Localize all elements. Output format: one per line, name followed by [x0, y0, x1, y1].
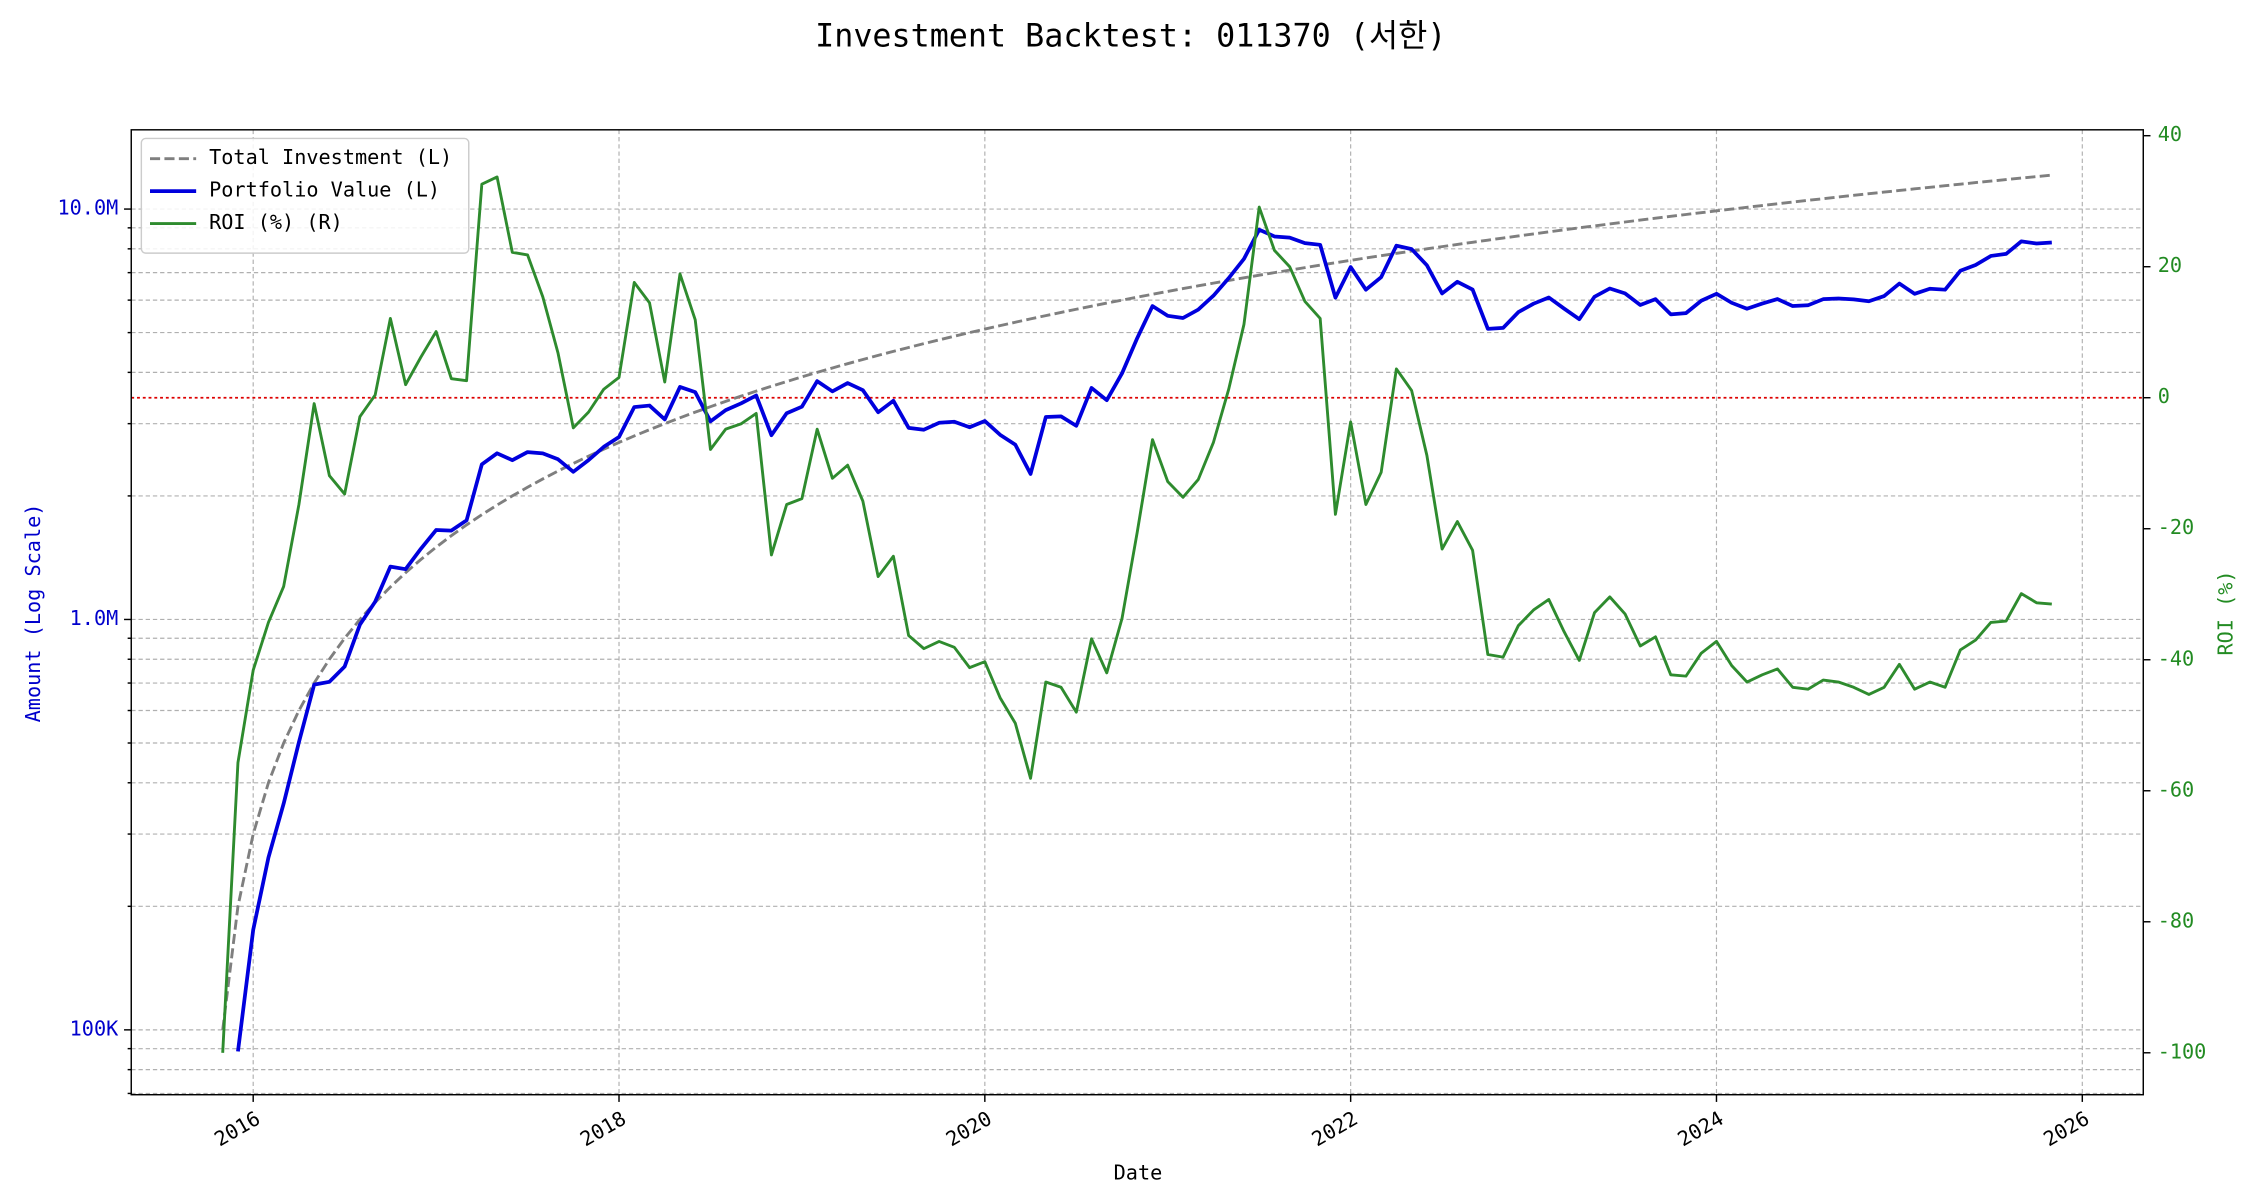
y-tick-label: 100K	[70, 1016, 119, 1040]
y-tick-label: 1.0M	[70, 606, 119, 630]
legend-box	[140, 137, 470, 254]
legend-label: Portfolio Value (L)	[209, 178, 440, 202]
legend-label: ROI (%) (R)	[209, 210, 343, 234]
y-axis-label: Amount (Log Scale)	[21, 504, 45, 723]
y2-tick-label: -20	[2158, 515, 2194, 539]
legend: Total Investment (L) Portfolio Value (L) R…	[140, 137, 470, 254]
y2-tick-label: -100	[2158, 1039, 2207, 1063]
plot-lines	[131, 173, 2144, 1053]
y2-axis-label: ROI (%)	[2213, 570, 2237, 655]
chart-title: Investment Backtest: 011370 (서한)	[815, 19, 1446, 55]
x-axis-label: Date	[1114, 1161, 1163, 1185]
series-line	[221, 173, 2052, 1031]
y2-tick-label: 40	[2158, 122, 2182, 146]
plot-frame	[130, 129, 2144, 1096]
y-tick-label: 10.0M	[57, 196, 118, 220]
series-line	[236, 227, 2052, 1052]
legend-label: Total Investment (L)	[209, 145, 452, 169]
y2-tick-label: -60	[2158, 777, 2194, 801]
y2-tick-label: 20	[2158, 253, 2182, 277]
y2-tick-label: -80	[2158, 908, 2194, 932]
grid	[131, 129, 2144, 1095]
y2-tick-label: -40	[2158, 646, 2194, 670]
y2-tick-label: 0	[2158, 384, 2170, 408]
series-line	[221, 175, 2052, 1053]
